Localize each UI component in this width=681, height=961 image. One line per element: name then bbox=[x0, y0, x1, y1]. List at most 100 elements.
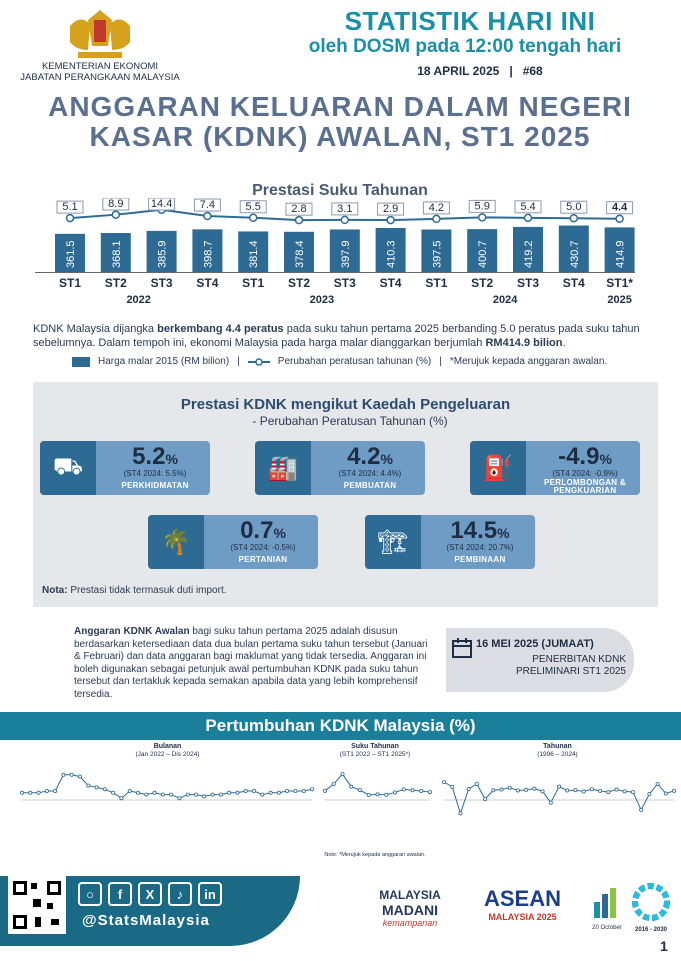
value: 4.2 bbox=[347, 443, 381, 470]
monthly-point bbox=[102, 787, 107, 792]
annual-point bbox=[491, 788, 496, 793]
pct-label-box bbox=[239, 200, 267, 214]
quarterly-point bbox=[375, 792, 380, 797]
title-line-1: ANGGARAN KELUARAN DALAM NEGERI bbox=[48, 91, 632, 122]
pct-point bbox=[432, 214, 441, 224]
logo1-line1: MALAYSIA bbox=[379, 888, 441, 902]
bar-value-label: 419.2 bbox=[523, 240, 535, 268]
note-text: Prestasi tidak termasuk duti import. bbox=[67, 585, 227, 596]
annual-point bbox=[441, 779, 446, 784]
annual-point bbox=[557, 784, 562, 789]
bar bbox=[146, 230, 177, 272]
annual-point bbox=[524, 787, 529, 792]
malaysia-madani-logo: MALAYSIA MADANI kemampanan bbox=[360, 888, 460, 928]
annual-point bbox=[474, 781, 479, 786]
growth-line-charts bbox=[19, 772, 677, 816]
oil-rig-icon: ⛽ bbox=[470, 441, 526, 495]
pct-label: 5.0 bbox=[566, 201, 581, 213]
summary-text-2: pada suku tahun pertama 2025 berbanding … bbox=[33, 323, 640, 349]
separator: | bbox=[439, 356, 442, 367]
publication-date: 16 MEI 2025 (JUMAAT) bbox=[476, 638, 594, 650]
bar bbox=[192, 229, 223, 272]
pct-point bbox=[65, 213, 75, 223]
legend-bar-swatch bbox=[72, 356, 90, 367]
annual-point bbox=[589, 787, 594, 792]
ministry-line-2: JABATAN PERANGKAAN MALAYSIA bbox=[20, 72, 180, 83]
card-name: PERTANIAN bbox=[238, 555, 288, 564]
separator: | bbox=[509, 64, 513, 78]
awalan-text: bagi suku tahun pertama 2025 adalah disu… bbox=[74, 626, 428, 700]
growth-band bbox=[0, 712, 681, 740]
facebook-icon[interactable]: f bbox=[108, 882, 132, 906]
awalan-paragraph: Anggaran KDNK Awalan bagi suku tahun per… bbox=[74, 626, 430, 701]
quarterly-point bbox=[392, 790, 397, 795]
year-label: 2022 bbox=[126, 294, 151, 306]
monthly-point bbox=[251, 788, 256, 793]
instagram-icon[interactable]: ○ bbox=[78, 882, 102, 906]
annual-point bbox=[672, 788, 677, 793]
factory-icon: 🏭 bbox=[255, 441, 311, 495]
tiktok-icon[interactable]: ♪ bbox=[168, 882, 192, 906]
value: 5.2 bbox=[132, 443, 166, 470]
bar bbox=[558, 225, 589, 272]
title-line-2: KASAR (KDNK) AWALAN, ST1 2025 bbox=[89, 121, 591, 152]
card-pembinaan: 🏗 14.5% (ST4 2024: 20.7%) PEMBINAAN bbox=[365, 515, 535, 569]
summary-paragraph: KDNK Malaysia dijangka berkembang 4.4 pe… bbox=[33, 322, 653, 350]
pct-label-box bbox=[331, 202, 359, 216]
qr-code[interactable] bbox=[8, 876, 66, 934]
quarter-label: ST3 bbox=[333, 276, 356, 290]
bar bbox=[55, 233, 85, 272]
card-value: 0.7% bbox=[208, 517, 318, 545]
monthly-point bbox=[309, 787, 314, 792]
bar bbox=[513, 226, 543, 272]
pct-label: 2.9 bbox=[383, 203, 398, 215]
card-value: 5.2% bbox=[100, 443, 210, 471]
pct-point bbox=[386, 215, 395, 225]
chart-axis bbox=[35, 272, 635, 312]
asean-logo: ASEAN MALAYSIA 2025 bbox=[465, 886, 580, 922]
pct-label: 5.4 bbox=[520, 201, 535, 213]
monthly-point bbox=[86, 783, 91, 788]
monthly-point bbox=[53, 788, 58, 793]
quarterly-line bbox=[324, 773, 431, 796]
logo2-line1: ASEAN bbox=[483, 886, 561, 911]
awalan-bold: Anggaran KDNK Awalan bbox=[74, 626, 190, 637]
year-label: 2025 bbox=[607, 294, 632, 306]
logo4-text: 2016 - 2030 bbox=[634, 927, 668, 933]
bar bbox=[329, 229, 360, 272]
social-handle[interactable]: @StatsMalaysia bbox=[82, 912, 210, 929]
logo3-text: 20 October bbox=[592, 925, 622, 931]
quarterly-range: (ST1 2022 – ST1 2025*) bbox=[339, 751, 411, 758]
monthly-point bbox=[44, 788, 49, 793]
annual-point bbox=[606, 790, 611, 795]
monthly-point bbox=[94, 785, 99, 790]
x-icon[interactable]: X bbox=[138, 882, 162, 906]
pct-label-box bbox=[606, 201, 634, 215]
growth-note: Note: *Merujuk kepada anggaran awalan. bbox=[324, 852, 426, 858]
monthly-point bbox=[111, 790, 116, 795]
monthly-point bbox=[36, 790, 41, 795]
annual-point bbox=[630, 790, 635, 795]
quarterly-point bbox=[340, 772, 345, 777]
bar bbox=[421, 229, 452, 272]
pct-label-box bbox=[285, 202, 313, 216]
ministry-name: KEMENTERIAN EKONOMI JABATAN PERANGKAAN M… bbox=[0, 61, 200, 83]
bar bbox=[375, 227, 406, 272]
pct-point bbox=[340, 215, 350, 225]
quarter-label: ST1* bbox=[606, 276, 633, 290]
logo1-line2: MADANI bbox=[382, 902, 438, 918]
bar-value-label: 378.4 bbox=[294, 240, 306, 268]
unit: % bbox=[497, 525, 510, 541]
pct-label: 7.4 bbox=[200, 199, 215, 211]
value: -4.9 bbox=[558, 443, 600, 470]
publication-label: PENERBITAN KDNK PRELIMINARI ST1 2025 bbox=[476, 654, 626, 678]
linkedin-icon[interactable]: in bbox=[198, 882, 222, 906]
separator: | bbox=[237, 356, 240, 367]
quarterly-chart: 361.5 368.1 385.9 398.7 381.4 378.4 397.9 410.3… bbox=[55, 198, 635, 272]
monthly-point bbox=[202, 794, 207, 799]
pct-label-box bbox=[148, 198, 176, 211]
page-number: 1 bbox=[660, 938, 668, 954]
pct-label: 5.5 bbox=[246, 201, 261, 213]
logo2-line2: MALAYSIA 2025 bbox=[488, 912, 557, 922]
quarter-label: ST1 bbox=[58, 276, 81, 290]
